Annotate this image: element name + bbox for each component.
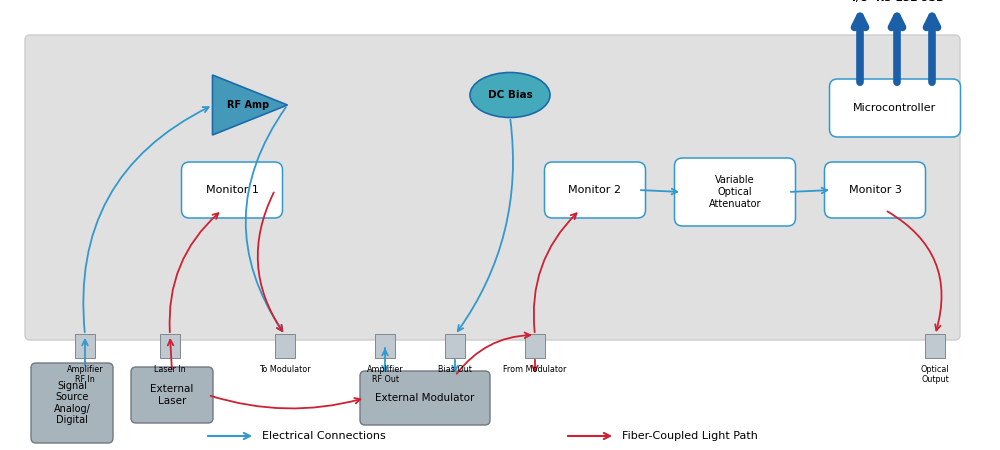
Text: Fiber-Coupled Light Path: Fiber-Coupled Light Path	[622, 431, 758, 441]
Text: I/O: I/O	[852, 0, 868, 3]
FancyBboxPatch shape	[824, 162, 925, 218]
Text: Electrical Connections: Electrical Connections	[262, 431, 386, 441]
Text: Monitor 3: Monitor 3	[849, 185, 901, 195]
Text: Monitor 1: Monitor 1	[206, 185, 258, 195]
FancyBboxPatch shape	[160, 334, 180, 358]
FancyBboxPatch shape	[375, 334, 395, 358]
Text: Laser In: Laser In	[154, 365, 186, 374]
Text: Amplifier
RF Out: Amplifier RF Out	[367, 365, 403, 384]
FancyBboxPatch shape	[445, 334, 465, 358]
Text: Amplifier
RF In: Amplifier RF In	[67, 365, 103, 384]
Text: DC Bias: DC Bias	[488, 90, 532, 100]
Polygon shape	[212, 75, 288, 135]
FancyBboxPatch shape	[544, 162, 646, 218]
Text: RS-232: RS-232	[876, 0, 918, 3]
Text: To Modulator: To Modulator	[259, 365, 311, 374]
FancyBboxPatch shape	[674, 158, 795, 226]
FancyBboxPatch shape	[525, 334, 545, 358]
FancyBboxPatch shape	[360, 371, 490, 425]
FancyBboxPatch shape	[275, 334, 295, 358]
FancyBboxPatch shape	[131, 367, 213, 423]
Ellipse shape	[470, 72, 550, 117]
FancyBboxPatch shape	[75, 334, 95, 358]
FancyBboxPatch shape	[830, 79, 960, 137]
Text: Signal
Source
Analog/
Digital: Signal Source Analog/ Digital	[54, 381, 90, 425]
FancyBboxPatch shape	[25, 35, 960, 340]
Text: External Modulator: External Modulator	[375, 393, 475, 403]
Text: USB: USB	[920, 0, 944, 3]
FancyBboxPatch shape	[181, 162, 283, 218]
FancyBboxPatch shape	[31, 363, 113, 443]
Text: Variable
Optical
Attenuator: Variable Optical Attenuator	[709, 176, 761, 209]
Text: Microcontroller: Microcontroller	[853, 103, 937, 113]
Text: From Modulator: From Modulator	[503, 365, 567, 374]
Text: RF Amp: RF Amp	[227, 100, 269, 110]
FancyBboxPatch shape	[925, 334, 945, 358]
Text: Optical
Output: Optical Output	[921, 365, 949, 384]
Text: Monitor 2: Monitor 2	[568, 185, 622, 195]
Text: Bias Out: Bias Out	[438, 365, 472, 374]
Text: External
Laser: External Laser	[150, 384, 194, 406]
